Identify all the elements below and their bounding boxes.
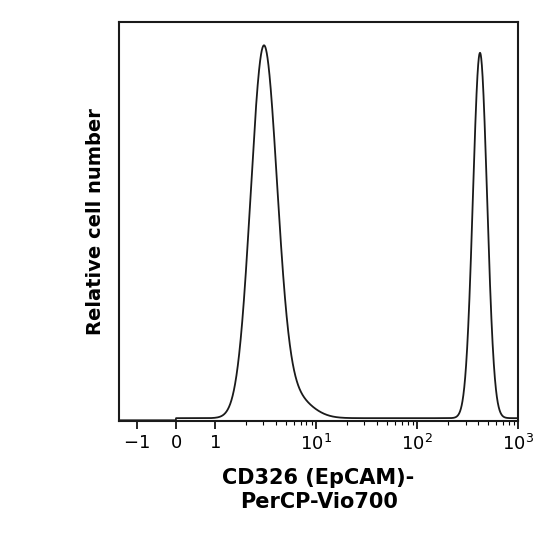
X-axis label: CD326 (EpCAM)-
PerCP-Vio700: CD326 (EpCAM)- PerCP-Vio700 — [222, 468, 415, 511]
Y-axis label: Relative cell number: Relative cell number — [86, 108, 105, 335]
